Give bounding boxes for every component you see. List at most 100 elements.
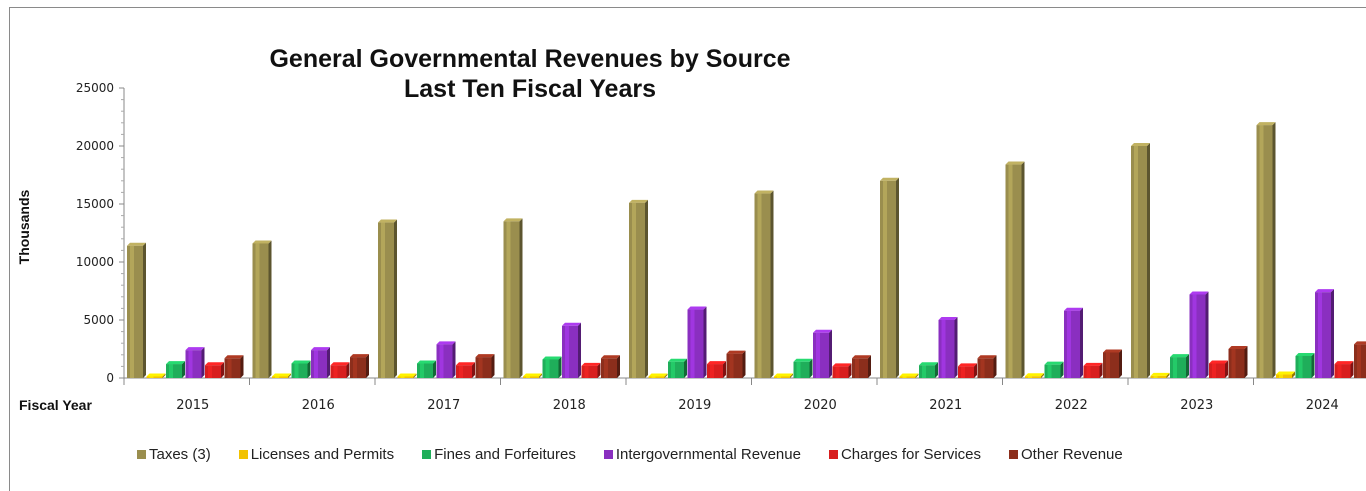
bar-highlight [227, 358, 232, 378]
bar-side [221, 362, 224, 378]
bar-highlight [961, 366, 965, 378]
bar [726, 350, 746, 378]
bar-side [974, 363, 977, 378]
bar-side [519, 218, 523, 378]
bar-highlight [651, 376, 656, 378]
bar-top [648, 373, 668, 377]
bar-front [350, 357, 366, 378]
bar [813, 329, 832, 378]
bar-side [1186, 354, 1189, 378]
bar-side [201, 347, 205, 378]
bar [1276, 371, 1295, 378]
bar-top [581, 362, 601, 366]
bar-top [852, 355, 871, 359]
bar-side [896, 177, 899, 378]
bar [793, 358, 813, 378]
y-tick-label: 0 [106, 371, 114, 385]
bar [629, 199, 648, 378]
legend-item: Other Revenue [1009, 446, 1123, 463]
bar [1315, 289, 1334, 378]
bar-top [629, 199, 648, 203]
bar-top [938, 317, 958, 320]
bar [1295, 352, 1315, 378]
bar-side [1311, 352, 1315, 378]
bar [754, 190, 774, 378]
bar-highlight [796, 361, 801, 378]
bar [330, 362, 350, 378]
bar-side [597, 362, 601, 378]
bar-top [1276, 371, 1295, 375]
bar-side [1099, 362, 1103, 378]
bar-top [1005, 161, 1025, 165]
bar [417, 360, 436, 378]
x-axis-label: Fiscal Year [19, 397, 92, 413]
bar-top [127, 242, 146, 246]
bar-side [1225, 360, 1228, 378]
bar-top [754, 190, 774, 194]
bar-top [330, 362, 350, 366]
bar-front [958, 366, 974, 378]
bar-front [311, 350, 327, 378]
bar-side [307, 360, 311, 378]
chart-title-line-2: Last Ten Fiscal Years [404, 75, 656, 103]
bar [832, 363, 852, 378]
legend-item: Licenses and Permits [238, 446, 394, 463]
legend-label: Other Revenue [1021, 446, 1123, 463]
chart-frame [9, 7, 1366, 491]
bar-front [417, 363, 433, 378]
bar-front [252, 243, 269, 378]
x-tick-label: 2022 [1055, 398, 1088, 413]
bar-highlight [1047, 364, 1052, 378]
bar-front [1334, 364, 1351, 378]
bar-front [648, 376, 665, 378]
bar-highlight [690, 309, 695, 378]
bar-highlight [545, 359, 550, 378]
bar-front [205, 365, 221, 378]
bar-front [1170, 357, 1186, 378]
bar-highlight [439, 344, 444, 378]
x-tick-label: 2020 [804, 398, 837, 413]
bar-front [1189, 294, 1206, 378]
bar-side [452, 341, 456, 378]
bar-front [1005, 164, 1022, 378]
chart-title-line-1: General Governmental Revenues by Source [269, 45, 791, 73]
bar-highlight [420, 363, 424, 378]
bar-side [413, 373, 417, 378]
bar-highlight [506, 221, 511, 378]
bar-side [558, 356, 562, 378]
bar-side [684, 358, 687, 378]
x-axis: 2015 2016 2017 2018 2019 2020 2021 2022 2023 2024 [123, 377, 1366, 413]
bar [350, 354, 369, 378]
bar-side [288, 373, 291, 378]
bar-highlight [1067, 310, 1071, 378]
bar [1189, 291, 1209, 378]
bar-side [240, 355, 244, 378]
bar-highlight [1212, 363, 1216, 378]
bar [562, 322, 581, 378]
bar-front [880, 180, 896, 378]
bar [503, 218, 523, 378]
bar [224, 355, 244, 378]
bar-front [1256, 125, 1273, 379]
bar-side [327, 347, 330, 378]
bar-highlight [816, 332, 820, 378]
bar-top [1189, 291, 1209, 295]
bar-side [742, 350, 746, 378]
bar [1025, 373, 1044, 378]
bar-front [629, 202, 645, 378]
bar-side [954, 317, 958, 378]
bar-front [774, 376, 790, 378]
bar-top [456, 362, 475, 366]
legend-swatch [828, 450, 838, 459]
bar-side [703, 306, 707, 378]
bar-top [397, 373, 417, 377]
legend: Taxes (3) Licenses and Permits Fines and F… [137, 446, 1151, 463]
bar-highlight [757, 193, 762, 378]
bar-side [1205, 291, 1209, 378]
bar-side [935, 362, 938, 378]
bar-top [311, 347, 330, 351]
chart-title: General Governmental Revenues by Source … [250, 44, 810, 104]
bar [687, 306, 707, 378]
bar [1044, 361, 1064, 378]
bar [378, 219, 397, 378]
